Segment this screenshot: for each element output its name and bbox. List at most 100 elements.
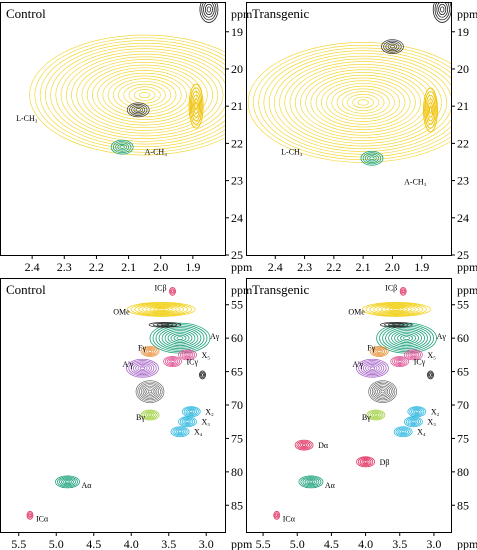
signal-x (407, 406, 427, 418)
signal-label: Aγ (437, 332, 447, 341)
x-tick-label: 2.1 (356, 260, 371, 274)
x-tick-label: 2.3 (297, 260, 312, 274)
signal-label: X₄ (417, 428, 426, 437)
x-tick-label: 5.5 (256, 537, 271, 550)
x-axis-unit: ppm (231, 537, 253, 550)
signal-x (404, 416, 423, 428)
signal-label: X₅ (202, 351, 211, 360)
x-tick-label: 4.5 (86, 537, 101, 550)
x-tick-label: 1.9 (414, 260, 429, 274)
y-tick-label: 70 (457, 398, 469, 412)
signal-label: A'γ (123, 360, 134, 369)
signal-x (404, 349, 423, 361)
annotation-label: A-CH₃ (145, 148, 168, 157)
signal-label: ICα (36, 514, 49, 523)
signal-a (376, 322, 437, 354)
signal-label: X₅ (427, 351, 436, 360)
annotation-label: A-CH₃ (404, 177, 427, 186)
x-tick-label: 3.0 (426, 537, 441, 550)
signals (29, 2, 225, 156)
signal-label: Aα (82, 481, 93, 490)
y-tick-label: 55 (457, 298, 469, 312)
y-tick-label: 60 (231, 331, 243, 345)
panel-title: Control (6, 282, 46, 297)
signal-b (366, 409, 386, 421)
x-tick-label: 2.3 (57, 260, 72, 274)
signal-label: OMe (348, 307, 365, 316)
signal-cluster (199, 370, 206, 380)
x-tick-label: 4.0 (124, 537, 139, 550)
panel-title: Transgenic (252, 6, 310, 21)
signal-x (170, 426, 190, 438)
x-tick-label: 1.9 (185, 260, 200, 274)
signal-ic (169, 286, 176, 296)
y-tick-label: 85 (231, 498, 243, 512)
x-tick-label: 3.0 (199, 537, 214, 550)
signal-blob (360, 150, 384, 166)
y-tick-label: 22 (457, 136, 469, 150)
y-tick-label: 21 (231, 99, 243, 113)
signal-blob (110, 139, 134, 155)
y-tick-label: 22 (231, 136, 243, 150)
y-tick-label: 85 (457, 498, 469, 512)
plot-frame (246, 2, 452, 256)
signal-label: OMe (113, 307, 130, 316)
panel-4: Transgenic 55 60 65 70 75 80 85 ppm 5.5 5.0 4.5 4.0 3… (246, 278, 477, 550)
y-tick-label: 19 (457, 25, 469, 39)
signal-cluster (148, 321, 182, 328)
signal-d (294, 439, 314, 451)
signal-cluster (368, 380, 397, 403)
x-axis-unit: ppm (457, 260, 477, 274)
y-tick-label: 25 (231, 248, 243, 262)
signal-cloud (247, 42, 451, 163)
signal-label: Bγ (362, 413, 371, 422)
x-tick-label: 5.0 (49, 537, 64, 550)
signal-blob (381, 39, 404, 55)
signal-label: Bγ (136, 413, 145, 422)
x-tick-label: 2.0 (385, 260, 400, 274)
signal-ome (126, 302, 196, 317)
plot-frame (246, 278, 452, 533)
y-tick-label: 24 (457, 211, 469, 225)
signal-label: ICβ (385, 283, 397, 292)
signal-label: ICγ (414, 358, 426, 367)
signal-label: X₂ (431, 408, 440, 417)
signal-b (140, 409, 160, 421)
signal-d (356, 456, 375, 468)
y-axis-unit: ppm (457, 283, 477, 297)
signal-label: X₄ (194, 428, 203, 437)
signals (273, 286, 437, 520)
y-tick-label: 75 (457, 431, 469, 445)
plot-frame (0, 278, 226, 533)
x-tick-label: 2.2 (326, 260, 341, 274)
signal-label: Dβ (380, 458, 390, 467)
x-tick-label: 5.5 (11, 537, 26, 550)
signal-ic (399, 286, 407, 296)
signal-label: Dα (318, 441, 329, 450)
x-tick-label: 4.0 (358, 537, 373, 550)
x-axis-unit: ppm (457, 537, 477, 550)
signals (247, 2, 451, 166)
signal-a (356, 358, 389, 378)
x-tick-label: 2.4 (268, 260, 283, 274)
y-tick-label: 25 (457, 248, 469, 262)
signal-label: X₂ (205, 408, 214, 417)
annotation-label: L-CH₃ (16, 114, 38, 123)
plot-frame (0, 2, 226, 256)
y-tick-label: 19 (231, 25, 243, 39)
x-tick-label: 4.5 (324, 537, 339, 550)
signal-label: ICβ (155, 283, 167, 292)
signal-ic (273, 510, 281, 520)
y-axis-unit: ppm (231, 7, 253, 21)
y-tick-label: 23 (231, 174, 243, 188)
signals (26, 286, 211, 520)
y-tick-label: 60 (457, 331, 469, 345)
panel-title: Control (6, 6, 46, 21)
signal-label: X₃ (427, 418, 436, 427)
annotation-label: L-CH₃ (281, 148, 303, 157)
panel-title: Transgenic (252, 282, 310, 297)
signal-a (55, 475, 80, 489)
signal-ome (361, 302, 431, 317)
